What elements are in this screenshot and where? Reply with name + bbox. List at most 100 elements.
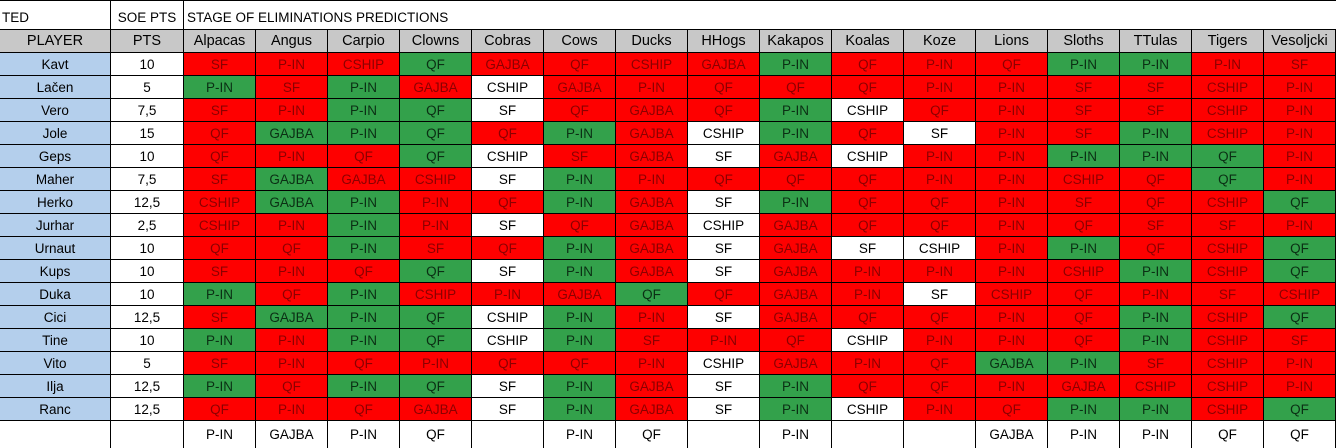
prediction-cell[interactable]: QF [904, 306, 976, 329]
prediction-cell[interactable]: CSHIP [616, 53, 688, 76]
player-name-cell[interactable]: Kavt [0, 53, 111, 76]
prediction-cell[interactable]: QF [1048, 214, 1120, 237]
prediction-cell[interactable]: P-IN [184, 283, 256, 306]
team-column-header[interactable]: Lions [976, 30, 1048, 53]
prediction-cell[interactable]: CSHIP [400, 168, 472, 191]
prediction-cell[interactable]: QF [832, 375, 904, 398]
prediction-cell[interactable]: P-IN [544, 122, 616, 145]
prediction-cell[interactable]: P-IN [1120, 306, 1192, 329]
prediction-cell[interactable]: GAJBA [328, 168, 400, 191]
team-column-header[interactable]: Alpacas [184, 30, 256, 53]
prediction-cell[interactable]: QF [976, 398, 1048, 421]
prediction-cell[interactable]: CSHIP [472, 145, 544, 168]
prediction-cell[interactable]: SF [1120, 214, 1192, 237]
team-column-header[interactable]: Clowns [400, 30, 472, 53]
result-cell[interactable]: QF [1264, 421, 1336, 448]
prediction-cell[interactable]: QF [832, 191, 904, 214]
prediction-cell[interactable]: P-IN [184, 329, 256, 352]
team-column-header[interactable]: Ducks [616, 30, 688, 53]
prediction-cell[interactable]: QF [1048, 306, 1120, 329]
prediction-cell[interactable]: CSHIP [832, 99, 904, 122]
prediction-cell[interactable]: P-IN [328, 191, 400, 214]
prediction-cell[interactable]: SF [184, 99, 256, 122]
prediction-cell[interactable]: SF [904, 122, 976, 145]
prediction-cell[interactable]: GAJBA [760, 352, 832, 375]
prediction-cell[interactable]: P-IN [328, 329, 400, 352]
player-pts-cell[interactable]: 10 [111, 283, 184, 306]
prediction-cell[interactable]: CSHIP [688, 122, 760, 145]
prediction-cell[interactable]: P-IN [976, 214, 1048, 237]
prediction-cell[interactable]: CSHIP [1048, 260, 1120, 283]
prediction-cell[interactable]: CSHIP [184, 191, 256, 214]
player-name-cell[interactable]: Herko [0, 191, 111, 214]
result-cell[interactable]: P-IN [544, 421, 616, 448]
team-column-header[interactable]: Vesoljcki [1264, 30, 1336, 53]
prediction-cell[interactable]: GAJBA [544, 283, 616, 306]
prediction-cell[interactable]: P-IN [328, 306, 400, 329]
prediction-cell[interactable]: P-IN [616, 168, 688, 191]
prediction-cell[interactable]: P-IN [256, 260, 328, 283]
prediction-cell[interactable]: QF [400, 122, 472, 145]
result-cell[interactable] [472, 421, 544, 448]
prediction-cell[interactable]: GAJBA [1048, 375, 1120, 398]
prediction-cell[interactable]: QF [1048, 283, 1120, 306]
prediction-cell[interactable]: QF [1048, 329, 1120, 352]
prediction-cell[interactable]: P-IN [832, 260, 904, 283]
prediction-cell[interactable]: P-IN [904, 53, 976, 76]
team-column-header[interactable]: Koze [904, 30, 976, 53]
prediction-cell[interactable]: P-IN [1264, 352, 1336, 375]
prediction-cell[interactable]: GAJBA [616, 375, 688, 398]
prediction-cell[interactable]: P-IN [1048, 145, 1120, 168]
prediction-cell[interactable]: CSHIP [1192, 352, 1264, 375]
prediction-cell[interactable]: SF [184, 306, 256, 329]
prediction-cell[interactable]: QF [688, 168, 760, 191]
prediction-cell[interactable]: QF [904, 99, 976, 122]
result-cell[interactable]: QF [1192, 421, 1264, 448]
result-cell[interactable]: P-IN [328, 421, 400, 448]
prediction-cell[interactable]: P-IN [976, 329, 1048, 352]
prediction-cell[interactable]: CSHIP [1192, 260, 1264, 283]
prediction-cell[interactable]: GAJBA [760, 145, 832, 168]
player-name-cell[interactable]: Ilja [0, 375, 111, 398]
prediction-cell[interactable]: QF [1120, 191, 1192, 214]
prediction-cell[interactable]: P-IN [904, 260, 976, 283]
prediction-cell[interactable]: QF [400, 53, 472, 76]
team-column-header[interactable]: Koalas [832, 30, 904, 53]
prediction-cell[interactable]: QF [760, 168, 832, 191]
player-pts-cell[interactable]: 7,5 [111, 168, 184, 191]
prediction-cell[interactable]: QF [904, 214, 976, 237]
prediction-cell[interactable]: SF [832, 237, 904, 260]
player-name-cell[interactable]: Jurhar [0, 214, 111, 237]
prediction-cell[interactable]: SF [1120, 76, 1192, 99]
player-name-cell[interactable]: Tine [0, 329, 111, 352]
prediction-cell[interactable]: P-IN [1048, 237, 1120, 260]
prediction-cell[interactable]: P-IN [544, 260, 616, 283]
prediction-cell[interactable]: P-IN [976, 145, 1048, 168]
prediction-cell[interactable]: QF [832, 122, 904, 145]
prediction-cell[interactable]: P-IN [976, 168, 1048, 191]
prediction-cell[interactable]: SF [688, 398, 760, 421]
player-pts-cell[interactable]: 12,5 [111, 191, 184, 214]
prediction-cell[interactable]: SF [544, 145, 616, 168]
prediction-cell[interactable]: P-IN [256, 214, 328, 237]
player-pts-cell[interactable]: 5 [111, 76, 184, 99]
prediction-cell[interactable]: CSHIP [472, 76, 544, 99]
team-column-header[interactable]: TTulas [1120, 30, 1192, 53]
prediction-cell[interactable]: QF [472, 191, 544, 214]
prediction-cell[interactable]: P-IN [832, 283, 904, 306]
prediction-cell[interactable]: SF [256, 76, 328, 99]
prediction-cell[interactable]: P-IN [1264, 99, 1336, 122]
results-label-cell[interactable] [0, 421, 111, 448]
prediction-cell[interactable]: SF [688, 191, 760, 214]
prediction-cell[interactable]: QF [1264, 260, 1336, 283]
prediction-cell[interactable]: P-IN [328, 99, 400, 122]
prediction-cell[interactable]: CSHIP [1048, 168, 1120, 191]
team-column-header[interactable]: Cobras [472, 30, 544, 53]
prediction-cell[interactable]: P-IN [760, 122, 832, 145]
result-cell[interactable]: GAJBA [256, 421, 328, 448]
prediction-cell[interactable]: QF [328, 260, 400, 283]
pts-column-header[interactable]: PTS [111, 30, 184, 53]
prediction-cell[interactable]: SF [472, 398, 544, 421]
prediction-cell[interactable]: SF [688, 306, 760, 329]
prediction-cell[interactable]: CSHIP [184, 214, 256, 237]
